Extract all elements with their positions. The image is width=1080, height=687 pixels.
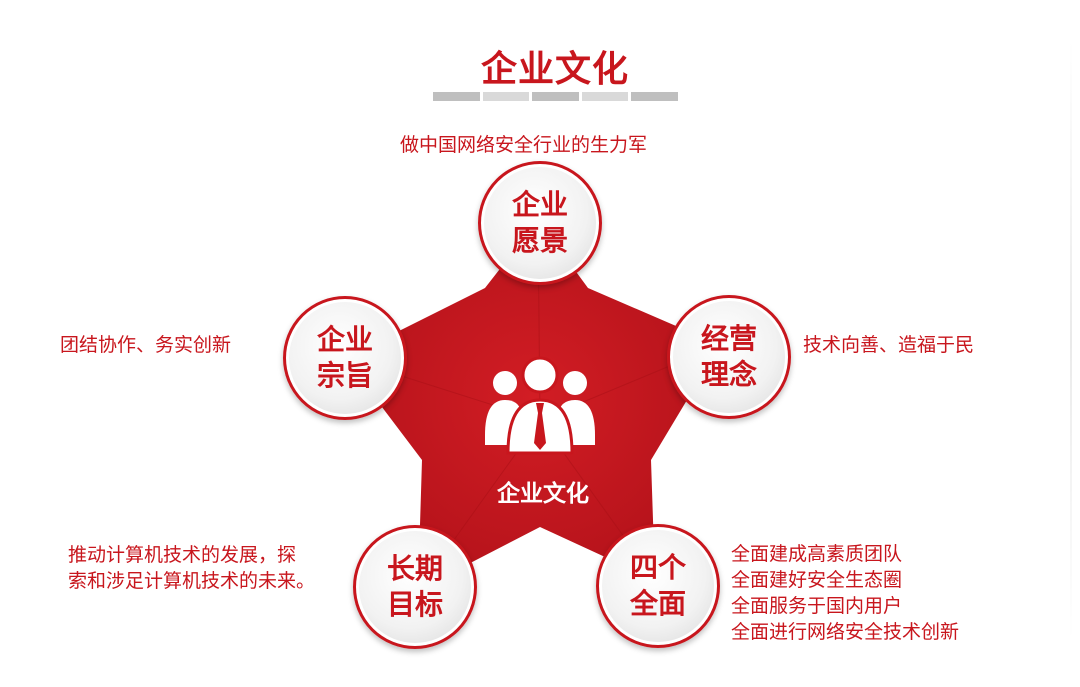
- node-goal-line2: 目标: [386, 588, 443, 621]
- philosophy-desc: 技术向善、造福于民: [803, 334, 975, 356]
- node-purpose: 企业 宗旨: [283, 296, 407, 420]
- four-desc-line: 全面建成高素质团队: [731, 543, 903, 565]
- node-vision: 企业 愿景: [478, 161, 602, 285]
- four-desc-line: 全面进行网络安全技术创新: [731, 621, 960, 643]
- four-desc: 全面建成高素质团队 全面建好安全生态圈 全面服务于国内用户 全面进行网络安全技术…: [731, 541, 959, 645]
- goal-desc-line: 推动计算机技术的发展，探: [68, 544, 297, 566]
- purpose-desc: 团结协作、务实创新: [60, 334, 232, 356]
- node-four-line1: 四个: [629, 551, 686, 584]
- node-goal-line1: 长期: [386, 552, 443, 585]
- node-vision-line2: 愿景: [511, 224, 568, 257]
- node-vision-line1: 企业: [511, 188, 568, 221]
- right-edge-line: [1070, 40, 1072, 640]
- node-philosophy-line1: 经营: [700, 322, 757, 355]
- goal-desc-line: 索和涉足计算机技术的未来。: [68, 570, 316, 592]
- four-desc-line: 全面建好安全生态圈: [731, 569, 903, 591]
- node-goal: 长期 目标: [353, 525, 477, 649]
- node-four-line2: 全面: [629, 587, 686, 620]
- team-icon: [485, 356, 595, 455]
- node-four: 四个 全面: [596, 524, 720, 648]
- node-purpose-line2: 宗旨: [316, 359, 373, 392]
- goal-desc: 推动计算机技术的发展，探 索和涉足计算机技术的未来。: [68, 542, 315, 594]
- title-underline: [433, 92, 678, 101]
- page-title: 企业文化: [480, 49, 629, 90]
- node-purpose-line1: 企业: [316, 323, 373, 356]
- node-philosophy-line2: 理念: [700, 358, 757, 391]
- vision-desc: 做中国网络安全行业的生力军: [400, 134, 648, 156]
- node-philosophy: 经营 理念: [667, 295, 791, 419]
- center-label: 企业文化: [497, 481, 589, 507]
- four-desc-line: 全面服务于国内用户: [731, 595, 903, 617]
